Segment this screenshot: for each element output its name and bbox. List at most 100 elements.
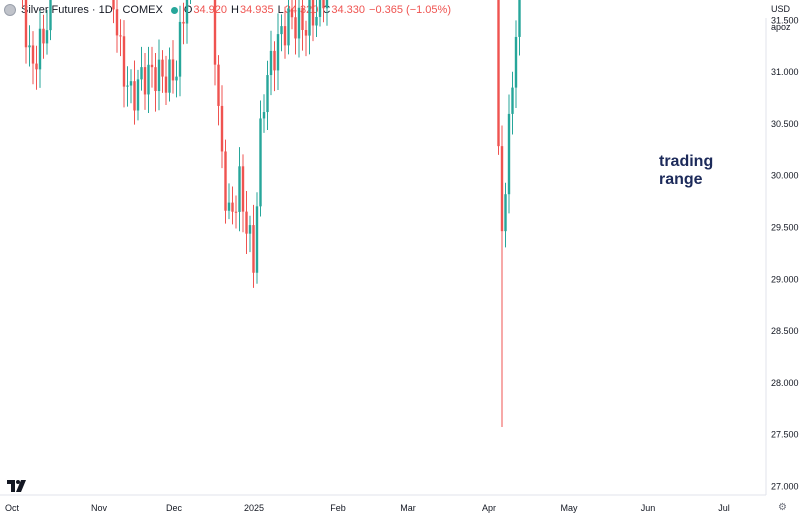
time-axis[interactable]: Oct Nov Dec 2025 Feb Mar Apr May Jun Jul xyxy=(5,503,730,513)
candle-body xyxy=(318,0,322,17)
time-tick-label: Jul xyxy=(718,503,730,513)
candle-body xyxy=(213,0,217,65)
ohlc-high-label: H xyxy=(231,4,239,16)
candle-body xyxy=(255,206,259,273)
candle-body xyxy=(31,45,35,64)
candle-body xyxy=(35,63,38,70)
price-tick-label: 27.500 xyxy=(771,430,799,440)
annotation-text: range xyxy=(659,171,703,188)
candle-body xyxy=(504,194,507,232)
time-tick-label: 2025 xyxy=(244,503,264,513)
candle-body xyxy=(115,9,119,36)
silver-symbol-icon xyxy=(4,4,16,16)
candle-body xyxy=(168,59,171,93)
candle-body xyxy=(266,75,269,113)
candle-body xyxy=(262,112,266,119)
settings-gear-icon[interactable]: ⚙ xyxy=(778,502,787,513)
price-tick-label: 29.500 xyxy=(771,223,799,233)
time-tick-label: Oct xyxy=(5,503,20,513)
candle-body xyxy=(126,85,129,87)
candle-body xyxy=(182,21,185,24)
candle-body xyxy=(311,0,315,26)
currency-label[interactable]: USD xyxy=(771,4,791,14)
candle-body xyxy=(245,211,248,234)
price-tick-label: 31.000 xyxy=(771,67,799,77)
candle-body xyxy=(322,0,325,9)
ohlc-close-value: 34.330 xyxy=(331,4,366,16)
candle-body xyxy=(140,67,143,80)
candle-body xyxy=(301,7,304,31)
candle-body xyxy=(276,34,280,71)
candle-body xyxy=(241,166,245,212)
candle-body xyxy=(136,79,140,111)
time-tick-label: Mar xyxy=(400,503,416,513)
candle-body xyxy=(280,26,283,35)
candle-body xyxy=(269,50,273,76)
tradingview-logo[interactable] xyxy=(7,480,29,492)
candle-body xyxy=(224,151,227,211)
candle-body xyxy=(308,0,311,36)
candle-body xyxy=(38,28,42,70)
candle-body xyxy=(259,118,262,207)
candle-body xyxy=(511,87,514,114)
candle-body xyxy=(45,30,49,44)
market-status-dot xyxy=(170,6,178,14)
price-axis[interactable]: 35.50035.00034.50034.00033.50033.00032.5… xyxy=(771,0,799,492)
candle-body xyxy=(178,21,182,77)
price-tick-label: 28.000 xyxy=(771,378,799,388)
candle-body xyxy=(248,225,252,234)
candle-body xyxy=(227,202,231,211)
candle-body xyxy=(154,67,157,92)
candle-body xyxy=(119,35,122,37)
annotation-text: trading xyxy=(659,153,713,170)
candle-body xyxy=(297,7,301,39)
candle-body xyxy=(112,0,115,10)
scale-mode-label[interactable]: apoz xyxy=(771,22,791,32)
time-tick-label: Jun xyxy=(641,503,656,513)
candle-body xyxy=(325,0,329,9)
candle-body xyxy=(238,166,241,212)
candle-body xyxy=(500,146,504,232)
candle-body xyxy=(49,0,52,31)
price-tick-label: 30.000 xyxy=(771,171,799,181)
candle-body xyxy=(157,59,161,92)
candle-body xyxy=(231,202,234,212)
candle-body xyxy=(150,64,154,68)
ohlc-low-label: L xyxy=(277,4,284,16)
symbol-title[interactable]: Silver Futures · 1D · COMEX xyxy=(21,4,163,16)
time-tick-label: Apr xyxy=(482,503,496,513)
ohlc-open-value: 34.920 xyxy=(193,4,228,16)
candle-body xyxy=(122,36,126,87)
candle-body xyxy=(28,45,31,48)
price-change: −0.365 (−1.05%) xyxy=(369,4,451,16)
candle-body xyxy=(287,8,290,46)
candle-body xyxy=(185,0,189,24)
price-tick-label: 30.500 xyxy=(771,119,799,129)
candle-body xyxy=(252,225,255,273)
ohlc-close-label: C xyxy=(322,4,331,16)
ohlc-high-value: 34.935 xyxy=(239,4,274,16)
price-tick-label: 27.000 xyxy=(771,482,799,492)
time-tick-label: May xyxy=(560,503,578,513)
candle-body xyxy=(290,8,294,18)
time-tick-label: Feb xyxy=(330,503,346,513)
candle-body xyxy=(164,76,168,93)
candle-body xyxy=(175,76,178,81)
candle-body xyxy=(42,28,45,44)
candle-body xyxy=(273,50,276,71)
candle-body xyxy=(161,59,164,77)
price-tick-label: 31.500 xyxy=(771,15,799,25)
candle-body xyxy=(294,17,297,39)
candle-body xyxy=(234,211,238,213)
candle-body xyxy=(315,16,318,26)
candle-body xyxy=(220,105,224,152)
candle-body xyxy=(24,0,28,48)
candle-body xyxy=(147,64,150,95)
candle-body xyxy=(129,81,133,86)
candles-layer xyxy=(22,0,521,427)
candle-body xyxy=(518,0,521,37)
price-tick-label: 28.500 xyxy=(771,326,799,336)
candle-body xyxy=(283,26,287,46)
